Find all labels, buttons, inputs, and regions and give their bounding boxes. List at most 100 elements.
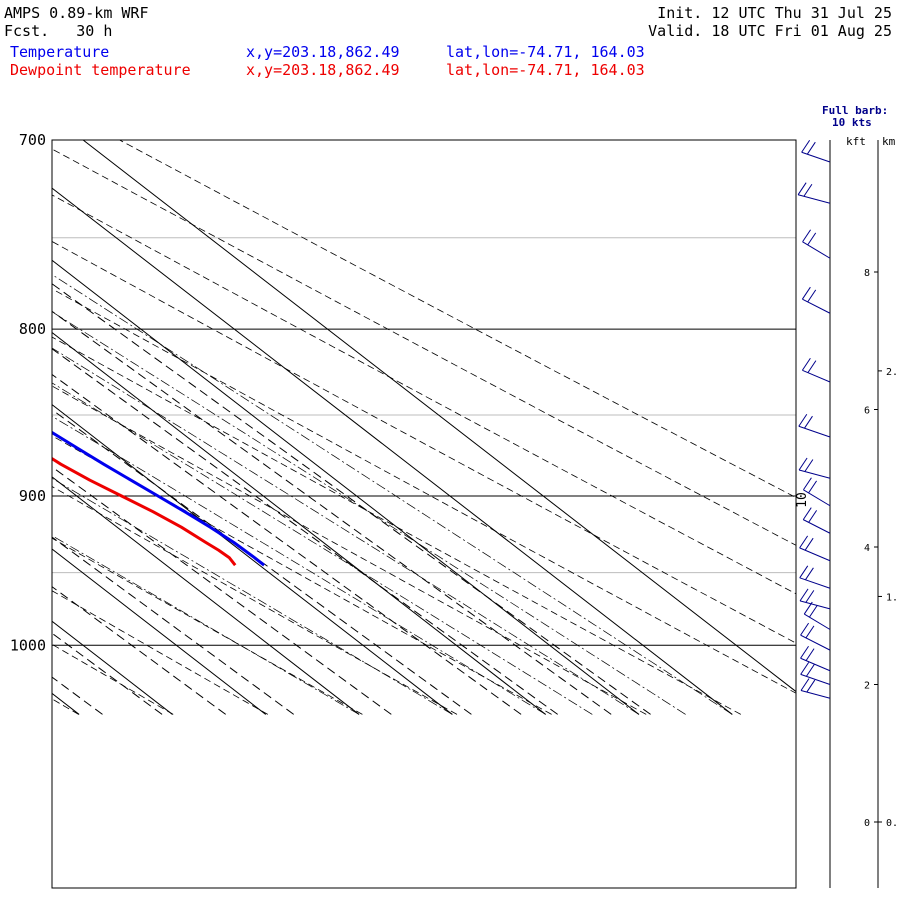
dry-adiabat-line: [52, 486, 458, 715]
moist-adiabat-line: [52, 415, 546, 715]
isotherm-line: [52, 476, 360, 715]
moist-adiabat-line: [52, 347, 640, 715]
wind-barb-feather: [805, 567, 814, 581]
wind-barb-feather: [806, 141, 816, 155]
dry-adiabat-line: [52, 698, 79, 715]
wind-barb-feather: [804, 459, 814, 472]
dry-adiabat-line: [52, 241, 796, 644]
sounding-profiles: [52, 430, 266, 567]
wind-barb-feather: [799, 588, 809, 602]
legend-dewpoint-latlon: lat,lon=-74.71, 164.03: [446, 61, 645, 79]
isotherm-line: [52, 548, 267, 715]
wind-barb-feather: [799, 565, 809, 579]
wind-barb-feather: [807, 360, 817, 373]
kft-tick-label: 6: [864, 406, 870, 417]
isotherm-line: [52, 404, 453, 715]
dry-adiabat-line: [52, 435, 552, 715]
pressure-tick-label: 800: [19, 320, 46, 338]
wind-barb-feather: [803, 183, 813, 197]
wind-barb-feather: [797, 182, 807, 195]
wind-barb-feather: [798, 457, 808, 471]
wind-barb-feather: [808, 510, 818, 523]
dry-adiabat-line: [52, 194, 796, 595]
wind-barb-feather: [807, 232, 817, 246]
axis-labels: 7008009001000-70-60-50-40-30-20-10022023…: [10, 131, 810, 654]
wind-barb: [802, 369, 831, 383]
wind-barb: [798, 469, 831, 479]
plot-frame: [51, 139, 797, 889]
wind-barb-feather: [809, 604, 818, 618]
wind-barb: [799, 600, 831, 610]
wind-barb-feather: [808, 480, 817, 494]
km-label: km: [882, 135, 896, 148]
dry-adiabat-line: [52, 643, 174, 715]
isotherm-line: [82, 140, 796, 693]
dry-adiabat-line: [52, 590, 268, 715]
wind-barb: [803, 519, 831, 534]
wind-barb-feather: [805, 590, 815, 603]
wind-barb-feather: [805, 625, 815, 639]
barb-legend-line2: 10 kts: [832, 116, 872, 129]
temperature-profile-line: [52, 430, 266, 567]
barb-legend-line1: Full barb:: [822, 104, 888, 117]
mixing-ratio-line: [52, 373, 522, 715]
kft-label: kft: [846, 135, 866, 148]
wind-barb-feather: [806, 679, 816, 693]
kft-tick-label: 8: [864, 268, 870, 279]
wind-barb-feather: [800, 645, 809, 659]
wind-barb: [800, 657, 831, 672]
pressure-tick-label: 700: [19, 131, 46, 149]
legend-temperature-latlon: lat,lon=-74.71, 164.03: [446, 43, 645, 61]
isobar-lines: [52, 139, 796, 646]
wind-barb: [801, 151, 831, 163]
legend-temperature-xy: x,y=203.18,862.49: [246, 43, 400, 61]
wind-barb: [800, 690, 831, 699]
dry-adiabat-line: [52, 148, 796, 546]
wind-barb-feather: [805, 648, 815, 661]
dry-adiabat-line: [52, 385, 647, 715]
wind-barb-feather: [805, 664, 815, 677]
wind-barb-feather: [804, 415, 813, 429]
pressure-tick-label: 900: [19, 487, 46, 505]
km-tick-label: 2.: [886, 367, 898, 378]
isotherm-line: [52, 187, 733, 715]
dry-adiabat-line: [52, 336, 741, 715]
model-title: AMPS 0.89-km WRF: [4, 4, 149, 22]
wind-barb-feather: [803, 477, 812, 491]
wind-barb-feather: [800, 622, 810, 636]
moist-adiabat-line: [52, 477, 453, 715]
isotherm-line: [52, 620, 173, 715]
wind-barbs: 0 2 4 6 8 0. 1. 2.: [797, 139, 898, 829]
wind-barb-feather: [807, 289, 817, 303]
moist-adiabat-tick-label: 10: [795, 492, 810, 508]
wind-barb: [803, 489, 831, 507]
legend-dewpoint-name: Dewpoint temperature: [10, 61, 191, 79]
km-tick-label: 0.: [886, 818, 898, 829]
dewpoint-profile-line: [52, 456, 237, 567]
wind-barb: [802, 298, 831, 314]
wind-barb-feather: [799, 535, 809, 549]
wind-barb: [802, 241, 831, 259]
wind-barb: [800, 634, 831, 651]
mixing-ratio-line: [52, 466, 392, 715]
isotherm-line: [52, 259, 640, 715]
forecast-hour: Fcst. 30 h: [4, 22, 113, 40]
moist-adiabat-line: [52, 274, 733, 715]
moist-adiabat-line: [52, 382, 593, 715]
skewt-grid: [52, 140, 796, 715]
wind-barb-feather: [802, 229, 811, 243]
mixing-ratio-line: [52, 310, 612, 715]
wind-barb-feather: [798, 413, 808, 427]
dry-adiabat-line: [119, 140, 796, 499]
wind-barb: [799, 547, 831, 562]
dry-adiabat-line: [52, 537, 363, 715]
wind-barb-feather: [801, 139, 811, 153]
wind-barb-feather: [801, 358, 811, 371]
wind-barb: [800, 673, 831, 685]
kft-tick-label: 0: [864, 818, 870, 829]
km-tick-label: 1.: [886, 592, 898, 603]
wind-barb: [798, 425, 831, 438]
init-time: Init. 12 UTC Thu 31 Jul 25: [657, 4, 892, 22]
wind-barb: [804, 613, 831, 630]
